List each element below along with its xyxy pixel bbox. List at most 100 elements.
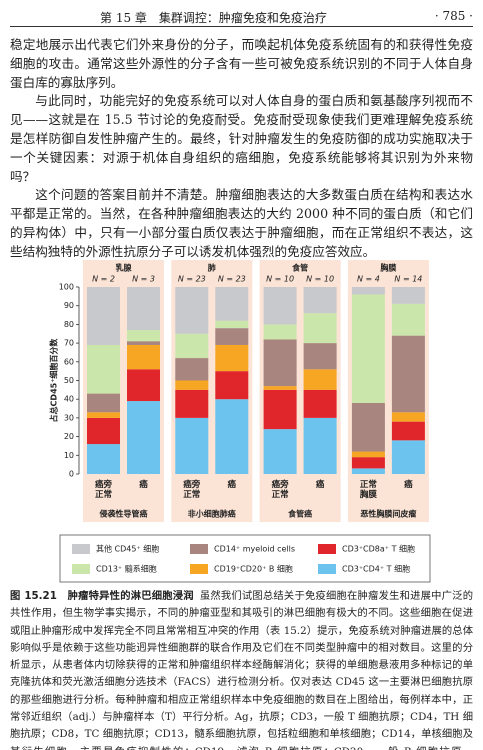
bar-segment	[215, 287, 249, 321]
bar-segment	[391, 440, 425, 474]
y-tick-label: 70	[64, 339, 74, 348]
bar-segment	[215, 344, 249, 372]
category-label: 癌旁正常	[183, 480, 201, 500]
category-label: 癌旁正常	[271, 480, 289, 500]
y-tick-label: 80	[64, 320, 74, 329]
bar-segment	[87, 287, 120, 345]
n-label: N = 23	[218, 275, 246, 284]
bar-segment	[263, 389, 297, 430]
bar-segment	[87, 444, 120, 474]
body-text: 稳定地展示出代表它们外来身份的分子，而唤起机体免疫系统固有的和获得性免疫细胞的攻…	[10, 36, 473, 262]
legend-swatch	[318, 544, 336, 554]
bar-segment	[263, 287, 297, 325]
bar-segment	[175, 380, 209, 390]
n-label: N = 4	[357, 275, 380, 284]
bar-segment	[391, 287, 425, 304]
paragraph: 这个问题的答案目前并不清楚。肿瘤细胞表达的大多数蛋白质在结构和表达水平都是正常的…	[10, 187, 473, 259]
bar-segment	[87, 344, 120, 394]
page-number: · 785 ·	[434, 9, 473, 23]
y-tick-label: 90	[64, 301, 74, 310]
bar-segment	[175, 389, 209, 418]
group-title: 乳腺	[116, 263, 133, 273]
legend-swatch	[72, 564, 90, 574]
legend-label: CD14⁺ myeloid cells	[214, 545, 295, 554]
n-label: N = 3	[132, 275, 155, 284]
bar-segment	[175, 417, 209, 474]
legend-label: CD19⁺CD20⁺ B 细胞	[214, 564, 293, 574]
category-label: 癌旁正常	[94, 480, 112, 500]
bar-segment	[175, 333, 209, 359]
bar-segment	[391, 412, 425, 422]
bar-segment	[215, 320, 249, 329]
bar-segment	[127, 330, 160, 342]
legend-label: 其他 CD45⁺ 细胞	[96, 544, 159, 554]
bar-segment	[215, 399, 249, 474]
legend-label: CD13⁺ 髓系细胞	[96, 564, 157, 574]
y-tick-label: 60	[64, 357, 74, 366]
bar-segment	[263, 429, 297, 474]
bar-segment	[215, 328, 249, 345]
bar-segment	[351, 402, 385, 452]
bar-segment	[263, 386, 297, 390]
category-label: 癌	[227, 480, 237, 490]
paragraph: 与此同时，功能完好的免疫系统可以对人体自身的蛋白质和氨基酸序列视而不见——这就是…	[10, 93, 473, 184]
bar-segment	[263, 339, 297, 387]
n-label: N = 10	[306, 275, 334, 284]
legend-swatch	[72, 544, 90, 554]
bar-segment	[303, 313, 337, 344]
bar-segment	[87, 412, 120, 418]
group-label: 非小细胞肺癌	[188, 509, 236, 519]
legend-label: CD3⁺CD8a⁺ T 细胞	[342, 544, 415, 554]
bar-segment	[87, 417, 120, 445]
bar-segment	[127, 401, 160, 474]
group-label: 食管癌	[288, 509, 312, 519]
n-label: N = 2	[92, 275, 115, 284]
y-tick-label: 100	[59, 283, 74, 292]
bar-segment	[391, 421, 425, 441]
bar-segment	[87, 393, 120, 413]
bar-segment	[127, 341, 160, 345]
bar-segment	[127, 344, 160, 370]
bar-segment	[175, 358, 209, 381]
caption: 图 15.21 肿瘤特异性的淋巴细胞浸润 虽然我们试图总结关于免疫细胞在肿瘤发生和…	[10, 588, 473, 750]
bar-segment	[351, 294, 385, 403]
legend-label: CD3⁺CD4⁺ T 细胞	[342, 564, 410, 574]
group-title: 胸膜	[380, 263, 396, 273]
group-title: 食管	[292, 263, 308, 273]
chapter-title: 第 15 章 集群调控：肿瘤免疫和免疫治疗	[100, 11, 327, 25]
category-label: 正常胸膜	[359, 480, 377, 500]
legend-swatch	[190, 564, 208, 574]
bar-segment	[127, 369, 160, 402]
bar-segment	[303, 287, 337, 314]
bar-segment	[351, 451, 385, 458]
y-tick-label: 0	[69, 470, 74, 479]
bar-segment	[215, 371, 249, 400]
y-tick-label: 10	[64, 451, 74, 460]
y-tick-label: 30	[64, 413, 74, 422]
bar-segment	[175, 287, 209, 334]
bar-segment	[351, 287, 385, 295]
group-label: 侵袭性导管癌	[99, 509, 148, 519]
n-label: N = 14	[394, 275, 422, 284]
bar-segment	[391, 303, 425, 336]
bar-segment	[391, 335, 425, 413]
category-label: 癌	[139, 480, 148, 490]
figure: 乳腺 侵袭性导管癌 肺非小细胞肺癌 食管 食管癌 胸膜 恶性胸膜间皮瘤 0 10 20 30 40 50…	[0, 252, 483, 587]
y-tick-label: 20	[64, 432, 74, 441]
category-label: 癌	[315, 480, 325, 490]
bar-segment	[303, 389, 337, 418]
group-title: 肺	[208, 263, 216, 273]
y-axis-label: 占总CD45⁺细胞百分数	[49, 338, 59, 423]
caption-label: 图 15.21 肿瘤特异性的淋巴细胞浸润	[10, 590, 194, 602]
paragraph: 稳定地展示出代表它们外来身份的分子，而唤起机体免疫系统固有的和获得性免疫细胞的攻…	[10, 37, 473, 90]
caption-text: 虽然我们试图总结关于免疫细胞在肿瘤发生和进展中广泛的共性作用，但生物学事实揭示，…	[10, 590, 473, 750]
y-tick-label: 50	[64, 376, 74, 385]
y-tick-label: 40	[64, 395, 74, 404]
bar-segment	[303, 369, 337, 390]
bar-segment	[351, 468, 385, 474]
legend-swatch	[190, 544, 208, 554]
bar-segment	[127, 287, 160, 331]
n-label: N = 23	[178, 275, 206, 284]
